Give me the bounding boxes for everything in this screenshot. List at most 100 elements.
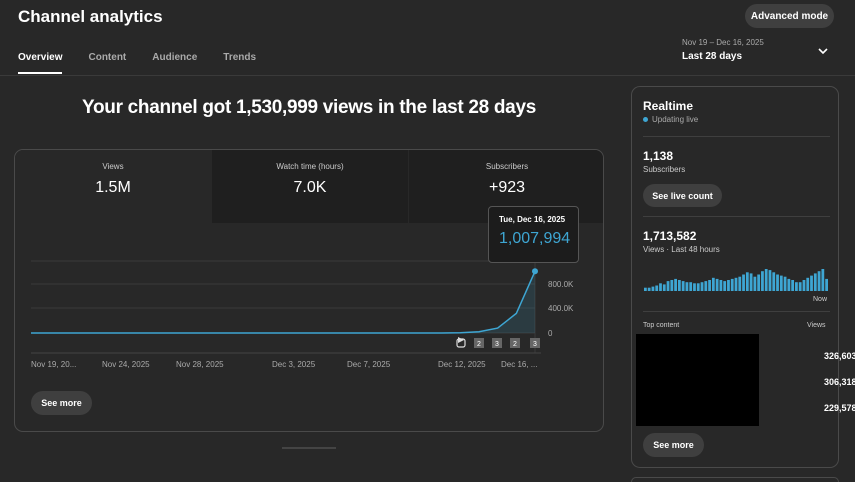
x-tick-label: Nov 28, 2025 — [176, 360, 224, 369]
video-marker-box — [530, 338, 540, 348]
realtime-subscribers-label: Subscribers — [643, 165, 686, 174]
line-area — [31, 271, 535, 333]
tab-bar: Overview Content Audience Trends — [18, 52, 282, 74]
date-range-selector[interactable]: Nov 19 – Dec 16, 2025 Last 28 days — [682, 38, 764, 62]
advanced-mode-button[interactable]: Advanced mode — [745, 4, 834, 28]
realtime-bar — [779, 275, 783, 291]
realtime-bar — [711, 277, 715, 291]
top-content-views-header: Views — [807, 322, 826, 329]
x-tick-label: Dec 16, ... — [501, 360, 537, 369]
x-tick-label: Dec 7, 2025 — [347, 360, 391, 369]
realtime-bar — [776, 274, 779, 291]
realtime-bar — [734, 277, 738, 291]
see-live-count-button[interactable]: See live count — [643, 184, 722, 207]
top-content-thumbnails[interactable] — [636, 334, 759, 426]
top-content-views-1: 326,603 — [824, 351, 855, 361]
realtime-bar — [644, 287, 647, 291]
realtime-bar — [700, 282, 704, 291]
metric-label: Subscribers — [485, 162, 529, 171]
realtime-bar — [693, 283, 696, 291]
tab-trends[interactable]: Trends — [223, 52, 257, 63]
realtime-bar — [685, 282, 689, 291]
realtime-bar — [757, 274, 761, 291]
realtime-bar — [662, 284, 666, 291]
realtime-bar — [647, 287, 651, 291]
realtime-bar — [727, 280, 730, 291]
x-tick-label: Dec 12, 2025 — [438, 360, 486, 369]
realtime-bar — [689, 282, 693, 291]
video-marker-count: 2 — [513, 341, 517, 348]
page-title: Channel analytics — [18, 7, 163, 26]
realtime-subscribers-value: 1,138 — [643, 149, 674, 163]
video-marker: 3 — [530, 338, 540, 348]
realtime-bar — [659, 283, 662, 291]
date-range-label: Last 28 days — [682, 51, 743, 62]
tab-content[interactable]: Content — [88, 52, 127, 63]
realtime-bar — [742, 274, 745, 291]
metric-label: Watch time (hours) — [276, 162, 344, 171]
chart-tooltip: Tue, Dec 16, 2025 1,007,994 — [488, 206, 579, 263]
realtime-title: Realtime — [643, 99, 694, 113]
metric-views[interactable]: Views 1.5M — [15, 150, 211, 223]
y-tick-label: 400.0K — [548, 304, 574, 313]
realtime-bar — [772, 272, 776, 291]
see-more-button[interactable]: See more — [31, 391, 92, 415]
shorts-icon — [456, 337, 466, 348]
metric-watch-time[interactable]: Watch time (hours) 7.0K — [211, 150, 408, 223]
realtime-bar — [749, 273, 753, 291]
video-marker-count: 2 — [477, 341, 481, 348]
realtime-bar — [787, 278, 791, 291]
realtime-bar — [761, 271, 764, 291]
y-tick-label: 0 — [548, 329, 553, 338]
scroll-handle[interactable] — [282, 447, 336, 449]
realtime-bar-chart — [644, 269, 828, 291]
x-tick-label: Nov 24, 2025 — [102, 360, 150, 369]
realtime-bar — [719, 280, 723, 291]
overview-chart-card: Views 1.5M Watch time (hours) 7.0K Subsc… — [14, 149, 604, 432]
line-series — [31, 270, 536, 334]
metric-value: 7.0K — [293, 179, 327, 196]
video-marker: 2 — [474, 338, 484, 348]
shorts-glyph — [458, 337, 464, 343]
realtime-see-more-button[interactable]: See more — [643, 433, 704, 457]
tab-audience[interactable]: Audience — [152, 52, 198, 63]
realtime-bar — [738, 276, 742, 291]
video-marker-box — [492, 338, 502, 348]
realtime-bar — [651, 286, 655, 291]
video-marker-count: 3 — [533, 341, 537, 348]
realtime-bar — [745, 272, 749, 291]
divider — [643, 216, 830, 217]
realtime-bar — [783, 276, 787, 291]
now-label: Now — [813, 296, 828, 303]
x-tick-label: Nov 19, 20... — [31, 360, 76, 369]
divider — [643, 136, 830, 137]
realtime-bar — [806, 277, 810, 291]
realtime-card: Realtime Updating live 1,138 Subscribers… — [631, 86, 855, 468]
realtime-views-value: 1,713,582 — [643, 229, 697, 243]
realtime-bar — [696, 283, 700, 291]
realtime-bar — [810, 275, 813, 291]
chevron-down-icon[interactable] — [817, 45, 829, 57]
realtime-bar — [670, 280, 674, 291]
next-card — [631, 477, 839, 482]
tabs-divider — [0, 75, 855, 76]
video-marker: 3 — [492, 338, 502, 348]
shorts-frame — [456, 338, 466, 348]
realtime-bar — [655, 285, 659, 291]
realtime-bar — [704, 281, 708, 291]
realtime-bar — [715, 278, 719, 291]
tab-overview[interactable]: Overview — [18, 52, 63, 74]
realtime-bar — [677, 280, 681, 291]
realtime-bar — [817, 271, 821, 291]
realtime-bar — [768, 270, 772, 291]
realtime-bar — [821, 269, 825, 291]
top-content-views-2: 306,318 — [824, 377, 855, 387]
realtime-bar — [813, 273, 817, 291]
data-point — [532, 268, 538, 275]
realtime-bar — [730, 278, 734, 291]
realtime-bar — [798, 282, 802, 291]
realtime-bar — [825, 278, 828, 291]
realtime-status-text: Updating live — [652, 115, 699, 124]
views-line-chart: 800.0K 400.0K 0 Nov 19, 20... Nov 24, 2025 No… — [31, 240, 574, 369]
realtime-bar — [764, 269, 768, 291]
